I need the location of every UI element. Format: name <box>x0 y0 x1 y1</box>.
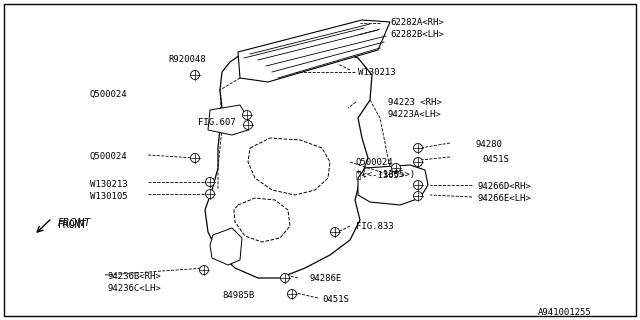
Text: Q500024: Q500024 <box>356 158 394 167</box>
Text: 94280: 94280 <box>476 140 503 149</box>
Text: 0451S: 0451S <box>322 295 349 304</box>
Text: Q500024: Q500024 <box>90 90 127 99</box>
Circle shape <box>330 228 339 236</box>
Circle shape <box>413 143 422 153</box>
Text: ※< -1305>: ※< -1305> <box>356 170 404 179</box>
Text: 94236B<RH>: 94236B<RH> <box>108 272 162 281</box>
Circle shape <box>287 290 296 299</box>
Polygon shape <box>248 138 330 195</box>
Text: 62282A<RH>: 62282A<RH> <box>390 18 444 27</box>
Polygon shape <box>208 105 248 135</box>
Text: 94266E<LH>: 94266E<LH> <box>478 194 532 203</box>
Text: FIG.607: FIG.607 <box>198 118 236 127</box>
Text: 94223A<LH>: 94223A<LH> <box>388 110 442 119</box>
Circle shape <box>205 189 214 198</box>
Text: 94286E: 94286E <box>310 274 342 283</box>
Circle shape <box>191 154 200 163</box>
Text: 84985B: 84985B <box>222 291 254 300</box>
Text: A941001255: A941001255 <box>538 308 592 317</box>
Polygon shape <box>205 45 372 278</box>
Text: 94223 <RH>: 94223 <RH> <box>388 98 442 107</box>
Text: 94236C<LH>: 94236C<LH> <box>108 284 162 293</box>
Circle shape <box>413 180 422 189</box>
Circle shape <box>243 110 252 119</box>
Text: Q500024: Q500024 <box>90 152 127 161</box>
Polygon shape <box>358 165 428 205</box>
Circle shape <box>243 121 253 130</box>
Polygon shape <box>210 228 242 265</box>
Text: FIG.833: FIG.833 <box>356 222 394 231</box>
Text: *(< -1305>): *(< -1305>) <box>356 170 415 179</box>
Text: 94266D<RH>: 94266D<RH> <box>478 182 532 191</box>
Text: W130105: W130105 <box>90 192 127 201</box>
Polygon shape <box>238 20 390 82</box>
Text: 62282B<LH>: 62282B<LH> <box>390 30 444 39</box>
Text: FRONT: FRONT <box>58 220 88 230</box>
Text: 0451S: 0451S <box>482 155 509 164</box>
Circle shape <box>205 178 214 187</box>
Text: W130213: W130213 <box>90 180 127 189</box>
Text: FRONT: FRONT <box>58 218 92 228</box>
Circle shape <box>392 164 401 172</box>
Circle shape <box>191 70 200 79</box>
Polygon shape <box>234 198 290 242</box>
Text: W130213: W130213 <box>358 68 396 77</box>
Circle shape <box>200 266 209 275</box>
Circle shape <box>280 274 289 283</box>
Circle shape <box>413 157 422 166</box>
Text: R920048: R920048 <box>168 55 205 64</box>
Circle shape <box>413 191 422 201</box>
